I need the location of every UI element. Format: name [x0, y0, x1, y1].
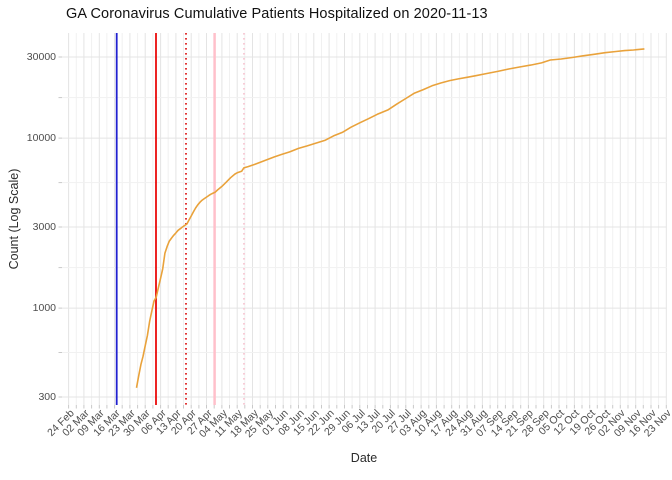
cumulative-patients-hospitalized-line — [135, 48, 645, 388]
y-tick-label: 1000 — [32, 302, 56, 315]
y-tick-label: 30000 — [26, 51, 56, 63]
y-tick-label: 10000 — [26, 132, 56, 145]
y-tick-label: 3000 — [32, 221, 56, 233]
chart-title: GA Coronavirus Cumulative Patients Hospi… — [66, 6, 488, 22]
y-axis-title: Count (Log Scale) — [7, 168, 21, 270]
x-axis-title: Date — [350, 451, 378, 465]
y-tick-label: 300 — [38, 391, 56, 403]
